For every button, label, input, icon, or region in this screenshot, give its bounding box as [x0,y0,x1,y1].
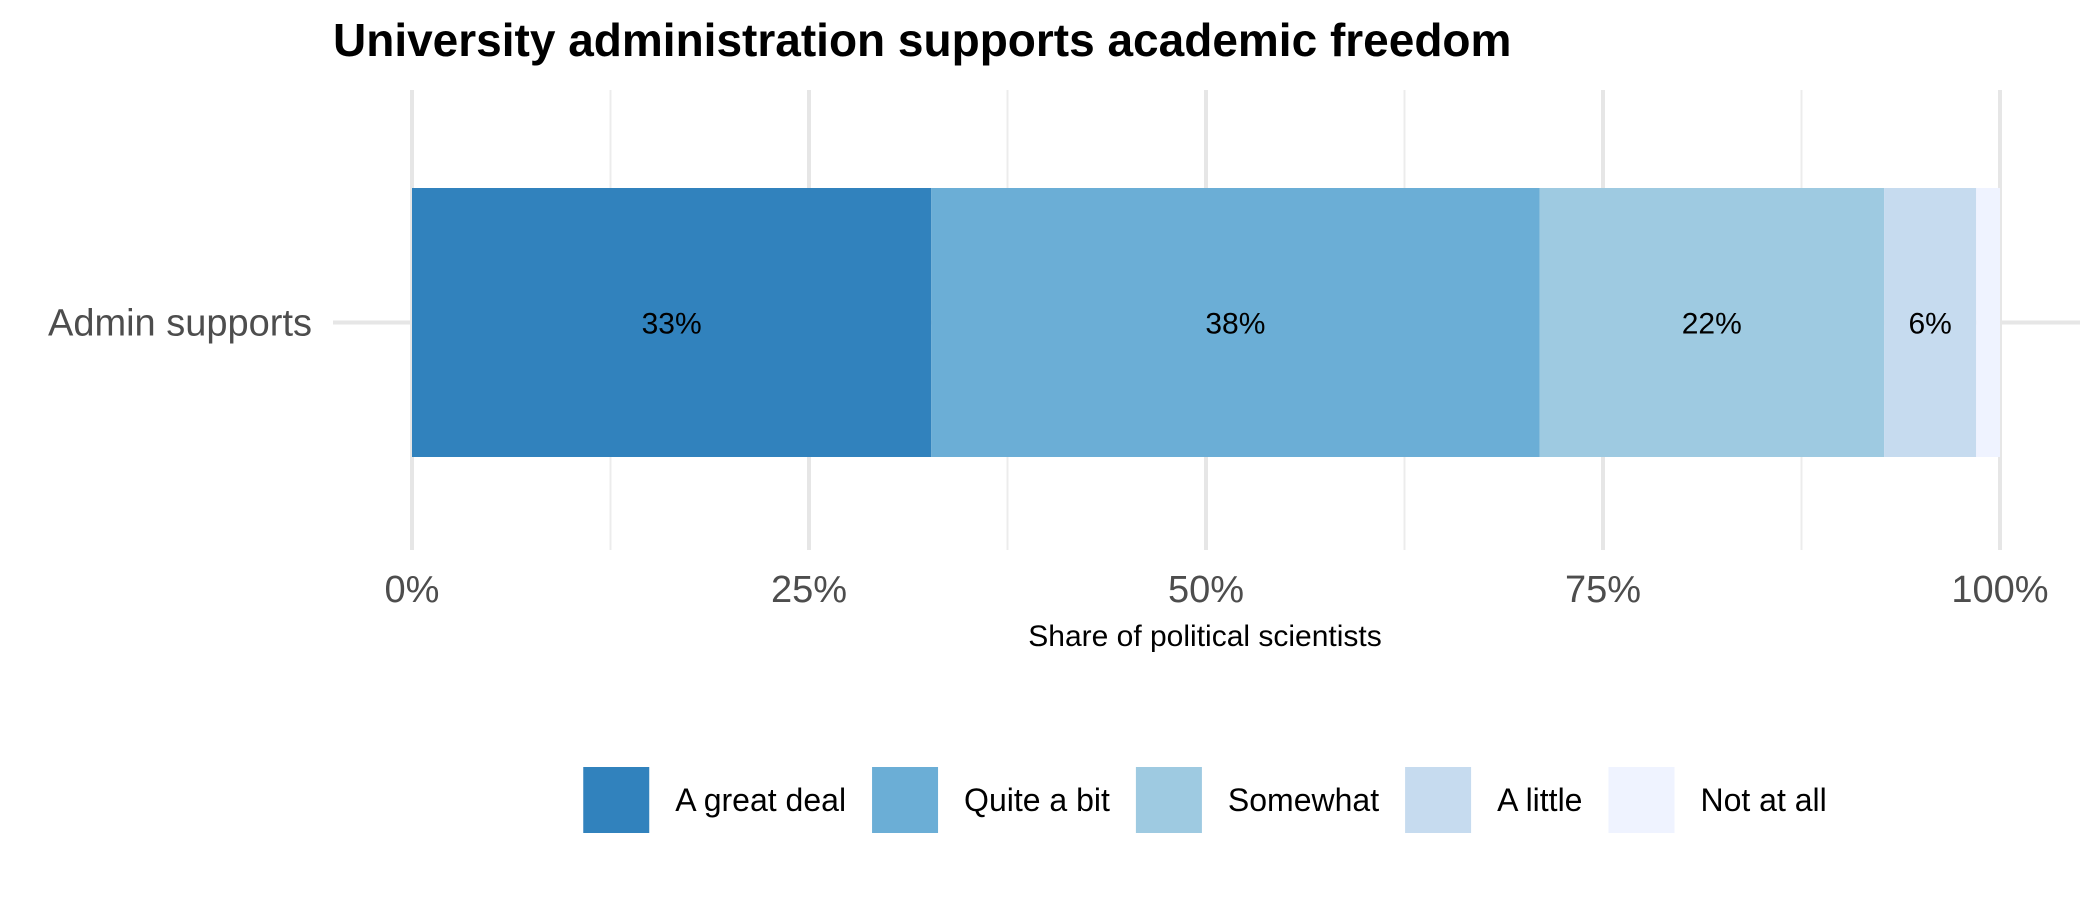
legend-label: Not at all [1700,782,1826,818]
legend-label: Quite a bit [964,782,1110,818]
bar-segment [1539,188,1885,457]
legend-key [583,767,650,833]
legend-item: A little [1405,767,1582,833]
bar-value-label: 6% [1908,308,1951,341]
legend-label: A little [1497,782,1582,818]
legend-item: Somewhat [1135,767,1379,833]
bar-value-label: 22% [1682,308,1742,341]
legend-key [872,767,939,833]
legend-item: Quite a bit [872,767,1110,833]
legend-key [1135,767,1202,833]
bar-segment [1884,188,1977,457]
legend-item: Not at all [1608,767,1827,833]
bar-value-label: 33% [642,308,702,341]
legend-label: Somewhat [1228,782,1379,818]
x-tick-label: 75% [1565,569,1641,611]
bar-value-label: 38% [1205,308,1265,341]
chart-title: University administration supports acade… [333,14,1511,66]
bar-segment [1976,188,2000,457]
x-tick-label: 25% [771,569,847,611]
y-tick-label: Admin supports [48,303,312,345]
bar-segment [412,188,932,457]
x-tick-label: 0% [385,569,440,611]
legend-label: A great deal [675,782,846,818]
x-axis-label: Share of political scientists [1028,620,1382,653]
legend-item: A great deal [583,767,846,833]
bar-segment [931,188,1540,457]
legend-key [1405,767,1472,833]
x-tick-label: 50% [1168,569,1244,611]
bars [412,188,2000,457]
axes: Admin supports 0% 25% 50% 75% 100% [48,303,2049,612]
x-tick-label: 100% [1951,569,2048,611]
legend: A great deal Quite a bit Somewhat A little N… [583,767,1827,833]
data-labels: 33% 38% 22% 6% [642,308,1952,341]
legend-key [1608,767,1675,833]
